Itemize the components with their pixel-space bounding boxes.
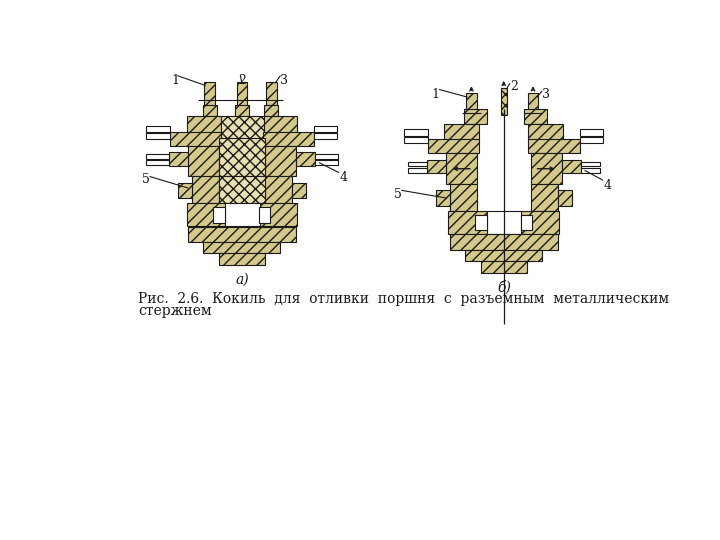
Bar bbox=[221, 117, 264, 143]
Bar bbox=[450, 234, 558, 249]
Text: 2: 2 bbox=[510, 80, 518, 93]
Bar bbox=[464, 109, 487, 124]
Bar bbox=[315, 154, 338, 159]
Text: 1: 1 bbox=[171, 74, 179, 87]
Bar bbox=[528, 124, 563, 143]
Bar bbox=[146, 133, 170, 139]
Bar bbox=[436, 190, 450, 206]
Bar bbox=[558, 190, 572, 206]
Bar bbox=[500, 88, 507, 115]
Bar bbox=[266, 82, 276, 105]
Bar bbox=[225, 204, 260, 226]
Bar bbox=[449, 211, 487, 234]
Bar bbox=[580, 137, 603, 143]
Bar bbox=[219, 253, 265, 265]
Bar bbox=[475, 215, 487, 231]
Bar bbox=[446, 153, 477, 184]
Text: 4: 4 bbox=[340, 171, 348, 184]
Text: Рис.  2.6.  Кокиль  для  отливки  поршня  с  разъемным  металлическим: Рис. 2.6. Кокиль для отливки поршня с ра… bbox=[138, 292, 669, 306]
Text: 5: 5 bbox=[394, 188, 402, 201]
Text: 5: 5 bbox=[142, 173, 150, 186]
Bar bbox=[146, 126, 170, 132]
Bar bbox=[263, 132, 315, 146]
Bar bbox=[188, 146, 219, 177]
Bar bbox=[581, 168, 600, 173]
Text: стержнем: стержнем bbox=[138, 304, 212, 318]
Bar bbox=[178, 183, 192, 198]
Bar bbox=[405, 137, 428, 143]
Bar bbox=[450, 184, 477, 211]
Bar bbox=[213, 207, 225, 222]
Bar bbox=[188, 226, 296, 242]
Bar bbox=[168, 152, 188, 166]
Bar bbox=[292, 183, 306, 198]
Text: 1: 1 bbox=[431, 88, 439, 101]
Bar bbox=[444, 124, 479, 143]
Text: а): а) bbox=[235, 273, 249, 287]
Text: 2: 2 bbox=[238, 74, 246, 87]
Bar bbox=[265, 177, 292, 204]
Bar bbox=[465, 249, 542, 261]
Bar bbox=[528, 139, 580, 153]
Bar bbox=[562, 159, 581, 173]
Bar bbox=[531, 153, 562, 184]
Bar bbox=[263, 117, 297, 136]
Bar bbox=[481, 261, 527, 273]
Bar bbox=[237, 82, 248, 109]
Bar bbox=[219, 177, 265, 204]
Bar bbox=[264, 105, 278, 117]
Bar bbox=[219, 138, 265, 177]
Text: б): б) bbox=[498, 280, 511, 295]
Bar bbox=[528, 93, 539, 117]
Bar bbox=[192, 177, 219, 204]
Bar bbox=[203, 105, 217, 117]
Bar bbox=[466, 93, 477, 117]
Bar bbox=[265, 146, 296, 177]
Bar bbox=[487, 211, 521, 234]
Bar bbox=[523, 109, 547, 124]
Bar bbox=[315, 160, 338, 165]
Bar bbox=[531, 184, 558, 211]
Bar bbox=[427, 159, 446, 173]
Bar bbox=[408, 168, 427, 173]
Text: 3: 3 bbox=[542, 88, 550, 101]
Bar bbox=[145, 160, 168, 165]
Bar bbox=[315, 126, 338, 132]
Bar bbox=[204, 242, 281, 253]
Bar bbox=[296, 152, 315, 166]
Bar bbox=[170, 132, 221, 146]
Bar bbox=[145, 154, 168, 159]
Bar bbox=[259, 207, 271, 222]
Bar bbox=[186, 117, 221, 136]
Text: 3: 3 bbox=[281, 74, 289, 87]
Text: 4: 4 bbox=[604, 179, 612, 192]
Bar bbox=[580, 130, 603, 136]
Bar bbox=[428, 139, 479, 153]
Bar bbox=[581, 162, 600, 166]
Bar bbox=[315, 133, 338, 139]
Bar bbox=[405, 130, 428, 136]
Bar bbox=[259, 204, 297, 226]
Bar bbox=[521, 211, 559, 234]
Bar bbox=[521, 215, 532, 231]
Bar bbox=[186, 204, 225, 226]
Bar bbox=[408, 162, 427, 166]
Bar bbox=[235, 105, 249, 120]
Bar bbox=[204, 82, 215, 105]
